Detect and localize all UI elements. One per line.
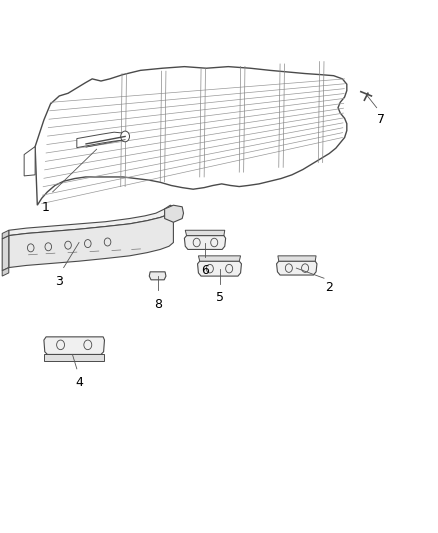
Polygon shape xyxy=(277,256,315,261)
Polygon shape xyxy=(24,147,35,176)
Polygon shape xyxy=(35,67,346,205)
Text: 1: 1 xyxy=(42,201,50,214)
Polygon shape xyxy=(9,205,173,236)
Polygon shape xyxy=(2,236,9,271)
Polygon shape xyxy=(184,236,225,249)
Text: 8: 8 xyxy=(154,298,162,311)
Text: 2: 2 xyxy=(325,281,332,294)
Text: 7: 7 xyxy=(376,113,384,126)
Polygon shape xyxy=(149,272,166,280)
Polygon shape xyxy=(198,256,240,261)
Polygon shape xyxy=(2,268,9,276)
Polygon shape xyxy=(77,132,129,148)
Polygon shape xyxy=(276,261,316,275)
Polygon shape xyxy=(164,205,183,222)
Polygon shape xyxy=(2,230,9,239)
Text: 4: 4 xyxy=(75,376,83,389)
Text: 3: 3 xyxy=(55,275,63,288)
Text: 5: 5 xyxy=(216,291,224,304)
Polygon shape xyxy=(9,211,173,268)
Polygon shape xyxy=(44,337,104,354)
Polygon shape xyxy=(197,261,241,276)
Text: 6: 6 xyxy=(200,264,208,277)
Circle shape xyxy=(120,131,129,142)
Polygon shape xyxy=(185,230,224,236)
Polygon shape xyxy=(44,354,103,361)
